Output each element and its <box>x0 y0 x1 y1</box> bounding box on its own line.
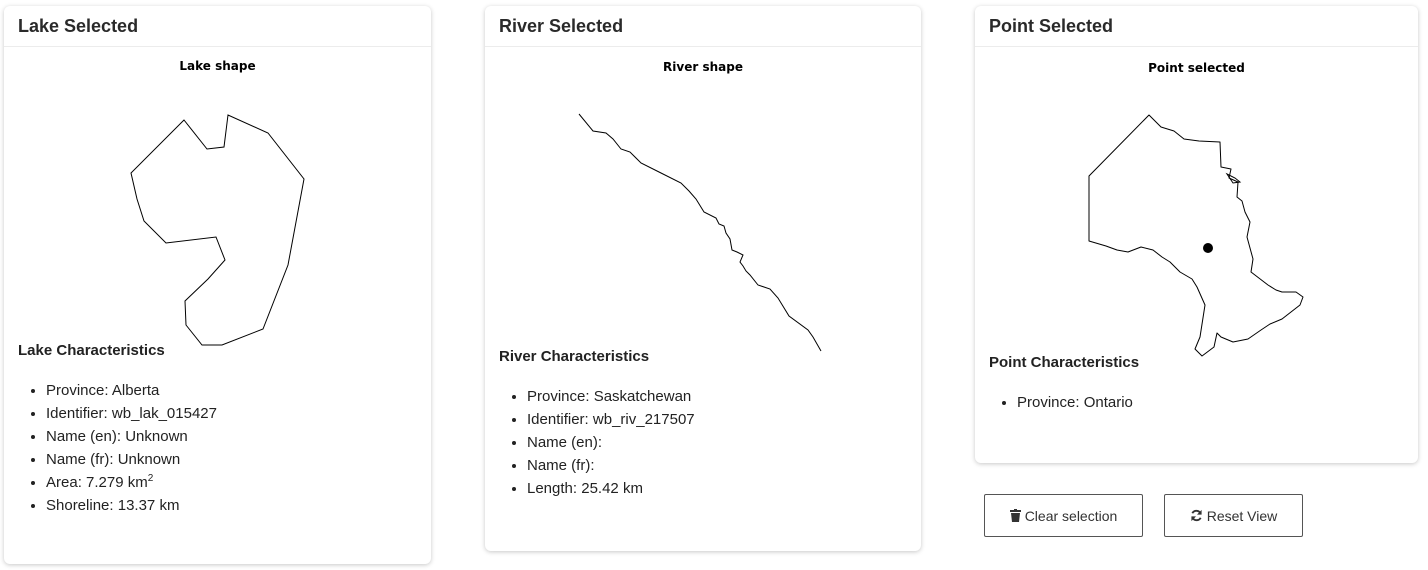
river-line <box>578 113 822 352</box>
lake-card-title: Lake Selected <box>18 15 139 36</box>
river-card-title: River Selected <box>499 15 624 36</box>
lake-card: Lake Selected Lake shape Lake Characteri… <box>4 6 431 564</box>
point-characteristics-list: Province: Ontario <box>989 391 1404 414</box>
clear-selection-button[interactable]: Clear selection <box>984 494 1143 537</box>
list-item: Province: Alberta <box>46 379 417 402</box>
river-card: River Selected River shape River Charact… <box>485 6 921 551</box>
point-shape-figure: Point selected <box>989 47 1404 357</box>
province-outline <box>1088 114 1304 357</box>
lake-characteristics-title: Lake Characteristics <box>18 342 165 359</box>
lake-characteristics-list: Province: Alberta Identifier: wb_lak_015… <box>18 379 417 517</box>
reset-view-button[interactable]: Reset View <box>1164 494 1303 537</box>
list-item: Length: 25.42 km <box>527 477 907 500</box>
river-characteristics-list: Province: Saskatchewan Identifier: wb_ri… <box>499 385 907 500</box>
lake-nipigon-outline <box>1225 172 1242 184</box>
lake-card-body: Lake shape Lake Characteristics Province… <box>4 47 431 517</box>
lake-shape-plot <box>130 114 305 346</box>
list-item: Shoreline: 13.37 km <box>46 494 417 517</box>
point-characteristics-title: Point Characteristics <box>989 354 1140 371</box>
point-card-body: Point selected Point Characteristics Pro… <box>975 47 1418 414</box>
list-item: Name (fr): <box>527 454 907 477</box>
list-item: Name (en): Unknown <box>46 425 417 448</box>
refresh-icon <box>1191 509 1202 522</box>
list-item: Province: Saskatchewan <box>527 385 907 408</box>
point-card-header: Point Selected <box>975 6 1418 47</box>
reset-view-label: Reset View <box>1206 507 1278 524</box>
lake-outline <box>130 114 305 346</box>
river-shape-title: River shape <box>663 60 743 74</box>
list-item: Identifier: wb_riv_217507 <box>527 408 907 431</box>
river-characteristics-title: River Characteristics <box>499 348 650 365</box>
trash-icon <box>1009 509 1021 522</box>
river-card-body: River shape River Characteristics Provin… <box>485 47 921 500</box>
lake-card-header: Lake Selected <box>4 6 431 47</box>
list-item: Area: 7.279 km2 <box>46 471 417 494</box>
lake-shape-figure: Lake shape <box>18 47 417 346</box>
lake-shape-title: Lake shape <box>179 59 256 73</box>
list-item: Name (fr): Unknown <box>46 448 417 471</box>
list-item: Name (en): <box>527 431 907 454</box>
selected-point-marker <box>1203 243 1213 253</box>
list-item: Province: Ontario <box>1017 391 1404 414</box>
list-item: Identifier: wb_lak_015427 <box>46 402 417 425</box>
clear-selection-label: Clear selection <box>1024 507 1118 524</box>
river-shape-figure: River shape <box>499 47 907 352</box>
river-shape-plot <box>578 113 822 352</box>
river-card-header: River Selected <box>485 6 921 47</box>
point-card-title: Point Selected <box>989 15 1114 36</box>
point-shape-title: Point selected <box>1148 61 1245 75</box>
point-card: Point Selected Point selected Point Char… <box>975 6 1418 463</box>
point-shape-plot <box>1088 114 1304 357</box>
